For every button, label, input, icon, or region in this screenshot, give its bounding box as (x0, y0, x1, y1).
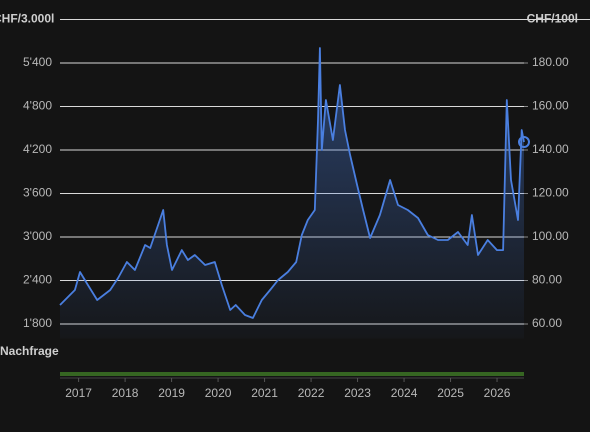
last-point (518, 136, 530, 149)
y-tick-label: 4'800 (23, 99, 52, 113)
y-tick-label: 3'600 (23, 186, 52, 200)
x-tick-label: 2017 (65, 386, 92, 400)
y2-tick-label: 100.00 (532, 229, 569, 243)
y2-tick-label: 160.00 (532, 99, 569, 113)
x-tick-label: 2022 (298, 386, 325, 400)
area (60, 48, 524, 339)
y2-tick-label: 140.00 (532, 142, 569, 156)
y-tick-label: 2'400 (23, 273, 52, 287)
line (59, 47, 525, 319)
x-tick-label: 2026 (484, 386, 511, 400)
y2-tick-label: 120.00 (532, 186, 569, 200)
y-tick-label: 3'000 (23, 229, 52, 243)
x-tick-label: 2025 (437, 386, 464, 400)
y-tick-label: 5'400 (23, 55, 52, 69)
x-tick-label: 2018 (112, 386, 139, 400)
x-tick-label: 2021 (251, 386, 278, 400)
volume-title: Nachfrage (0, 344, 59, 358)
y2-tick-label: 60.00 (532, 316, 562, 330)
x-tick-label: 2019 (158, 386, 185, 400)
y2-tick-label: 80.00 (532, 273, 562, 287)
y2-axis-title: CHF/100l (527, 12, 578, 26)
x-tick-label: 2024 (391, 386, 418, 400)
y-axis-title: CHF/3.000l (0, 12, 54, 26)
y-tick-label: 1'800 (23, 316, 52, 330)
x-tick-label: 2020 (205, 386, 232, 400)
x-tick-label: 2023 (344, 386, 371, 400)
y-tick-label: 4'200 (23, 142, 52, 156)
y2-tick-label: 180.00 (532, 55, 569, 69)
volume-band (60, 372, 524, 376)
